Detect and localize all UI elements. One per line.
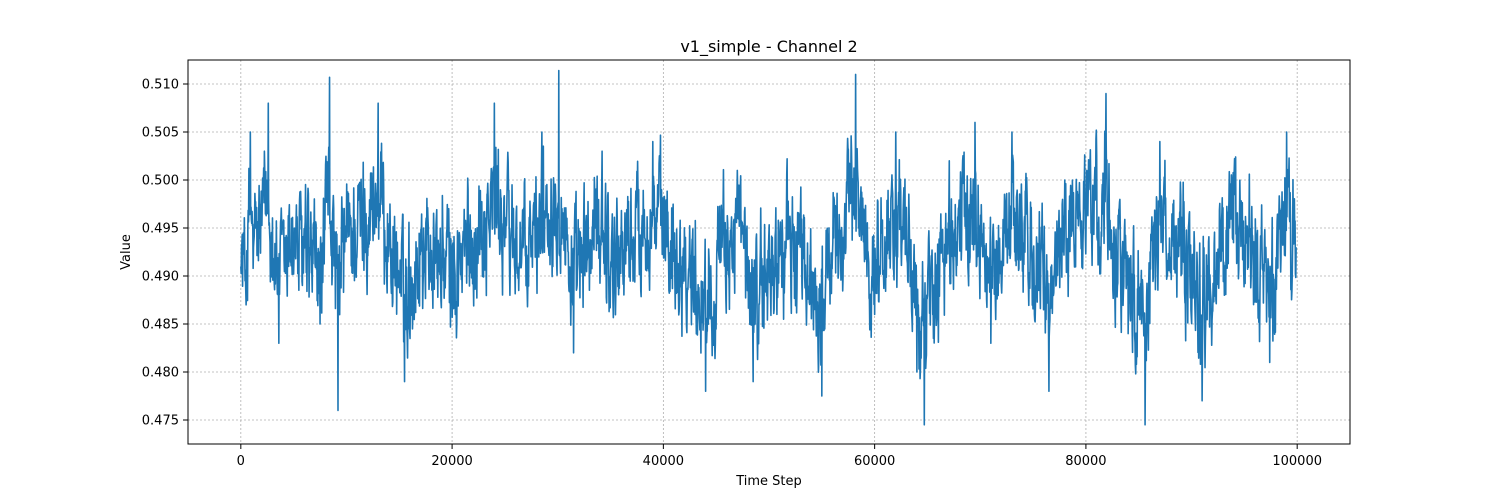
x-tick-label: 80000	[1065, 454, 1106, 469]
series-line	[240, 69, 1297, 426]
y-axis-ticks: 0.475 0.480 0.485 0.490 0.495 0.500 0.505 0.510	[142, 78, 188, 429]
y-tick-label: 0.475	[142, 414, 179, 429]
y-tick-label: 0.510	[142, 78, 179, 93]
y-tick-label: 0.505	[142, 126, 179, 141]
x-axis-label: Time Step	[735, 474, 802, 489]
series-layer	[240, 69, 1297, 426]
y-tick-label: 0.495	[142, 222, 179, 237]
x-tick-label: 100000	[1272, 454, 1322, 469]
chart-title: v1_simple - Channel 2	[680, 37, 857, 57]
x-tick-label: 40000	[643, 454, 684, 469]
y-tick-label: 0.480	[142, 366, 179, 381]
x-tick-label: 20000	[431, 454, 472, 469]
y-tick-label: 0.500	[142, 174, 179, 189]
x-tick-label: 60000	[854, 454, 895, 469]
x-tick-label: 0	[237, 454, 245, 469]
y-tick-label: 0.485	[142, 318, 179, 333]
x-axis-ticks: 0 20000 40000 60000 80000 100000	[237, 444, 1322, 469]
plot-area-frame	[187, 59, 1351, 445]
y-axis-label: Value	[119, 234, 134, 270]
y-tick-label: 0.490	[142, 270, 179, 285]
